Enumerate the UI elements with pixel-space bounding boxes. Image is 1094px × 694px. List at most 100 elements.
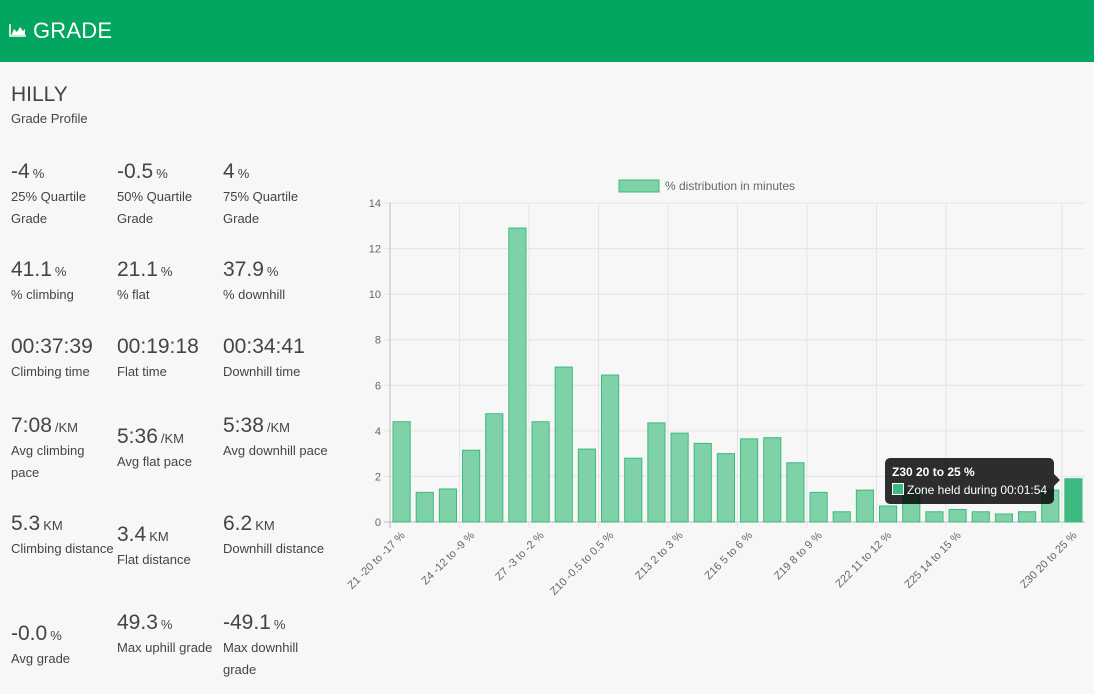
chart-bar — [786, 462, 805, 523]
stat-value: 21.1% — [117, 258, 222, 282]
x-tick-label: Z16 5 to 6 % — [703, 529, 756, 582]
stat-item: 49.3% Max uphill grade — [117, 611, 222, 659]
x-tick-label: Z30 20 to 25 % — [1018, 529, 1079, 590]
chart-bar — [1018, 511, 1037, 523]
stat-item: 00:37:39 Climbing time — [11, 335, 116, 383]
stat-number: 4 — [223, 160, 235, 183]
stat-number: -49.1 — [223, 611, 271, 634]
stat-value: 41.1% — [11, 258, 116, 282]
chart-bar — [577, 448, 596, 523]
stat-unit: /KM — [160, 431, 184, 446]
chart-bar — [531, 421, 550, 523]
x-tick-label: Z7 -3 to -2 % — [493, 529, 547, 583]
chart-bar — [485, 413, 504, 523]
y-tick-label: 8 — [375, 335, 381, 347]
stat-value: -0.0% — [11, 622, 116, 646]
stat-value: 7:08/KM — [11, 414, 116, 438]
stat-number: 00:19:18 — [117, 335, 199, 358]
stat-number: 37.9 — [223, 258, 264, 281]
stat-label: Avg climbing pace — [11, 443, 85, 480]
x-tick-label: Z13 2 to 3 % — [633, 529, 686, 582]
stat-item: -0.0% Avg grade — [11, 622, 116, 670]
chart-bar — [415, 491, 434, 523]
stat-item: 4% 75% Quartile Grade — [223, 160, 328, 230]
stat-label: Climbing distance — [11, 541, 114, 556]
chart-bar — [670, 432, 689, 523]
stat-unit: % — [237, 166, 250, 181]
chart-bar — [716, 453, 736, 523]
stat-unit: /KM — [266, 420, 290, 435]
stat-number: 41.1 — [11, 258, 52, 281]
stat-unit: KM — [255, 518, 275, 533]
y-tick-label: 14 — [369, 198, 381, 210]
chart-bar — [925, 511, 944, 523]
stat-value: 00:19:18 — [117, 335, 222, 359]
chart-bar — [832, 511, 851, 523]
stat-label: Downhill time — [223, 364, 301, 379]
stat-label: % flat — [117, 287, 150, 302]
profile-name: HILLY — [11, 83, 68, 106]
stat-number: -4 — [11, 160, 30, 183]
stat-number: -0.0 — [11, 622, 48, 645]
stat-number: -0.5 — [117, 160, 154, 183]
stat-number: 21.1 — [117, 258, 158, 281]
stat-label: Downhill distance — [223, 541, 325, 556]
x-tick-label: Z19 8 to 9 % — [772, 529, 825, 582]
x-tick-label: Z4 -12 to -9 % — [419, 529, 477, 587]
stat-value: 37.9% — [223, 258, 328, 282]
stat-value: 00:34:41 — [223, 335, 328, 359]
tooltip-swatch — [892, 483, 904, 495]
stat-label: % climbing — [11, 287, 74, 302]
legend-label: % distribution in minutes — [665, 179, 795, 193]
stat-item: -4% 25% Quartile Grade — [11, 160, 116, 230]
x-tick-label: Z1 -20 to -17 % — [346, 529, 408, 591]
stat-label: 25% Quartile Grade — [11, 189, 87, 226]
stat-label: Max uphill grade — [117, 640, 213, 655]
stat-item: -0.5% 50% Quartile Grade — [117, 160, 222, 230]
stat-label: Max downhill grade — [223, 640, 299, 677]
chart-bar — [647, 422, 666, 523]
stat-number: 3.4 — [117, 523, 147, 546]
chart-bar — [763, 437, 782, 523]
stat-item: 7:08/KM Avg climbing pace — [11, 414, 116, 484]
stat-number: 6.2 — [223, 512, 253, 535]
stat-value: 5:38/KM — [223, 414, 328, 438]
stat-item: 6.2 KM Downhill distance — [223, 512, 328, 560]
stat-value: 5.3 KM — [11, 512, 116, 536]
stat-item: 00:19:18 Flat time — [117, 335, 222, 383]
profile-block: HILLY Grade Profile — [11, 83, 88, 126]
page-title: GRADE — [33, 18, 113, 43]
stat-unit: KM — [149, 529, 169, 544]
stat-item: 5:38/KM Avg downhill pace — [223, 414, 328, 462]
stat-unit: % — [266, 264, 279, 279]
stat-item: -49.1% Max downhill grade — [223, 611, 328, 681]
area-chart-icon — [9, 23, 27, 37]
stat-unit: /KM — [54, 420, 78, 435]
y-tick-label: 4 — [375, 426, 381, 438]
stat-item: 37.9% % downhill — [223, 258, 328, 306]
stat-label: Avg downhill pace — [223, 443, 328, 458]
stat-unit: % — [160, 264, 173, 279]
stat-unit: % — [32, 166, 45, 181]
stat-number: 7:08 — [11, 414, 52, 437]
chart-bar — [462, 449, 481, 523]
grade-distribution-chart: 0 2 4 6 8 10 12 14 Z1 -20 to -17 % Z4 -12 to -9 %… — [346, 179, 1085, 598]
stat-number: 00:37:39 — [11, 335, 93, 358]
y-tick-label: 6 — [375, 380, 381, 392]
legend-swatch — [618, 179, 660, 193]
chart-bar — [693, 442, 712, 523]
stat-item: 00:34:41 Downhill time — [223, 335, 328, 383]
chart-bar — [971, 511, 990, 523]
stat-item: 5.3 KM Climbing distance — [11, 512, 116, 560]
y-tick-label: 0 — [375, 517, 381, 529]
stat-value: 4% — [223, 160, 328, 184]
stat-item: 3.4 KM Flat distance — [117, 523, 222, 571]
chart-bar — [994, 513, 1013, 523]
tooltip-title: Z30 20 to 25 % — [892, 465, 975, 479]
stat-number: 5.3 — [11, 512, 41, 535]
stat-label: 75% Quartile Grade — [223, 189, 299, 226]
chart-bar — [392, 421, 411, 523]
chart-bar — [554, 366, 573, 523]
chart-bar — [624, 457, 643, 523]
x-tick-label: Z22 11 to 12 % — [834, 529, 895, 590]
